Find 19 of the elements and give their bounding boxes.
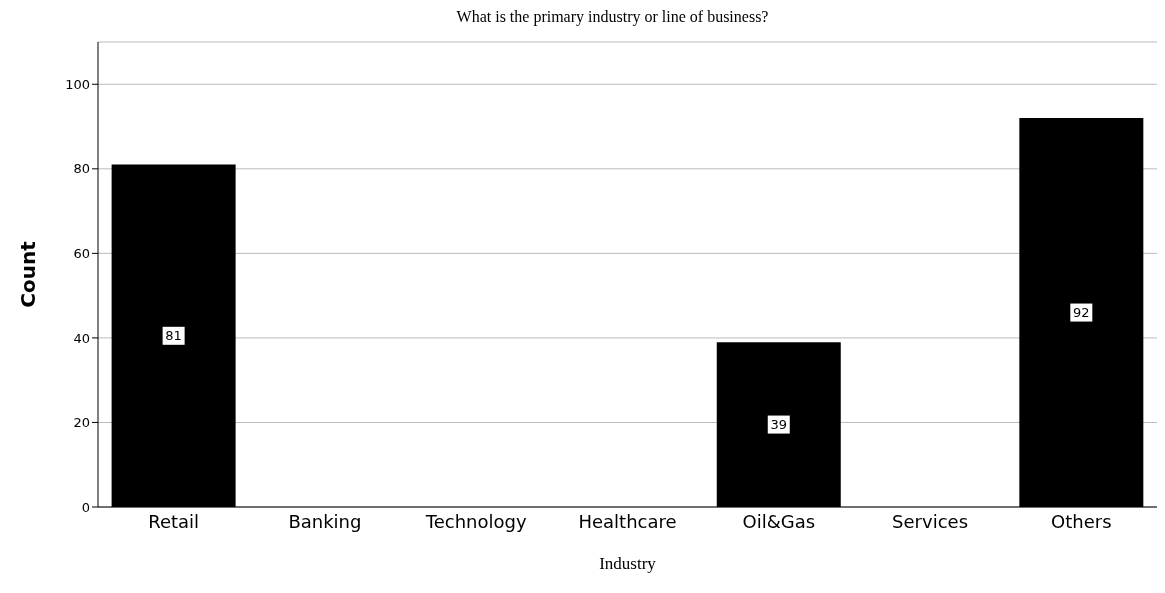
x-tick-label: Services — [892, 510, 969, 532]
y-tick-label: 100 — [65, 76, 90, 92]
chart-title: What is the primary industry or line of business? — [455, 8, 770, 28]
y-tick-label: 80 — [73, 161, 90, 177]
x-axis-title: Industry — [599, 554, 657, 573]
x-tick-label: Others — [1051, 510, 1112, 532]
y-tick-label: 60 — [73, 245, 90, 261]
y-axis-title: Count — [16, 240, 41, 308]
x-tick-label: Healthcare — [578, 510, 677, 532]
x-tick-label: Retail — [148, 510, 200, 532]
y-tick-label: 0 — [81, 499, 90, 515]
x-tick-label: Oil&Gas — [742, 510, 816, 532]
y-tick-label: 40 — [73, 330, 90, 346]
x-tick-label: Banking — [288, 510, 362, 532]
data-label: 92 — [1073, 305, 1090, 321]
data-label: 39 — [770, 417, 788, 433]
data-label: 81 — [165, 328, 182, 344]
x-tick-label: Technology — [424, 510, 527, 532]
y-tick-label: 20 — [73, 415, 90, 431]
